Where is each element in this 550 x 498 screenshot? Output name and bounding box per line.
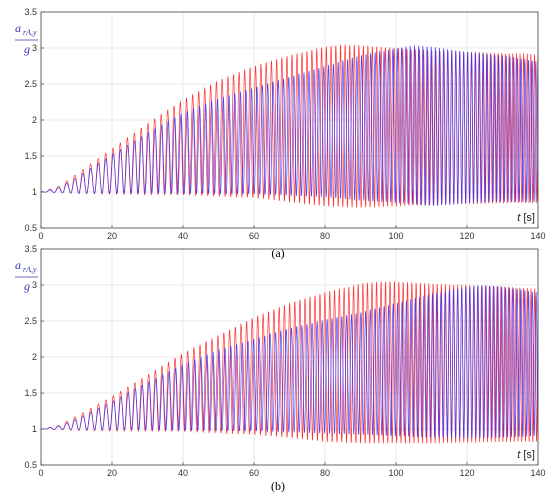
series-line-blue bbox=[40, 45, 539, 206]
y-tick-label: 2 bbox=[32, 115, 37, 125]
y-tick-label: 0.5 bbox=[24, 460, 37, 470]
y-axis-label: a rA,y g bbox=[15, 258, 38, 293]
y-tick-label: 2.5 bbox=[24, 316, 37, 326]
y-tick-label: 3.5 bbox=[24, 7, 37, 17]
x-label-unit: [s] bbox=[523, 449, 535, 461]
y-tick-label: 1.5 bbox=[24, 151, 37, 161]
x-tick-label: 20 bbox=[107, 231, 117, 241]
y-tick-label: 1 bbox=[32, 424, 37, 434]
x-tick-label: 140 bbox=[530, 468, 545, 478]
x-tick-label: 140 bbox=[530, 231, 545, 241]
x-tick-label: 100 bbox=[388, 231, 403, 241]
x-tick-label: 0 bbox=[38, 231, 43, 241]
y-label-symbol: a bbox=[15, 21, 21, 35]
x-label-variable: t bbox=[517, 212, 523, 224]
x-axis-label: t [s] bbox=[517, 212, 535, 224]
x-tick-label: 100 bbox=[388, 468, 403, 478]
y-label-denominator: g bbox=[24, 42, 30, 56]
y-label-subscript: rA,y bbox=[21, 265, 37, 274]
x-tick-label: 80 bbox=[320, 468, 330, 478]
y-tick-label: 3.5 bbox=[24, 244, 37, 254]
panel-caption: (a) bbox=[271, 246, 284, 260]
x-label-unit: [s] bbox=[523, 212, 535, 224]
x-tick-label: 60 bbox=[249, 231, 259, 241]
y-label-symbol: a bbox=[15, 258, 21, 272]
x-tick-label: 0 bbox=[38, 468, 43, 478]
y-tick-label: 3 bbox=[32, 280, 37, 290]
x-tick-label: 80 bbox=[320, 231, 330, 241]
y-tick-label: 1.5 bbox=[24, 388, 37, 398]
y-tick-label: 3 bbox=[32, 43, 37, 53]
x-tick-label: 40 bbox=[178, 231, 188, 241]
y-tick-label: 1 bbox=[32, 187, 37, 197]
x-tick-label: 60 bbox=[249, 468, 259, 478]
x-tick-label: 120 bbox=[459, 231, 474, 241]
y-label-numerator: a rA,y bbox=[15, 21, 37, 37]
x-axis-label: t [s] bbox=[517, 449, 535, 461]
y-axis-label: a rA,y g bbox=[15, 21, 38, 56]
x-label-variable: t bbox=[517, 449, 523, 461]
y-label-subscript: rA,y bbox=[21, 28, 37, 37]
x-tick-label: 120 bbox=[459, 468, 474, 478]
x-tick-label: 40 bbox=[178, 468, 188, 478]
series-line-blue bbox=[40, 285, 539, 439]
y-label-numerator: a rA,y bbox=[15, 258, 37, 274]
y-label-denominator: g bbox=[24, 279, 30, 293]
y-tick-label: 2.5 bbox=[24, 79, 37, 89]
y-tick-label: 0.5 bbox=[24, 223, 37, 233]
x-tick-label: 20 bbox=[107, 468, 117, 478]
y-tick-label: 2 bbox=[32, 352, 37, 362]
panel-caption: (b) bbox=[271, 479, 285, 493]
